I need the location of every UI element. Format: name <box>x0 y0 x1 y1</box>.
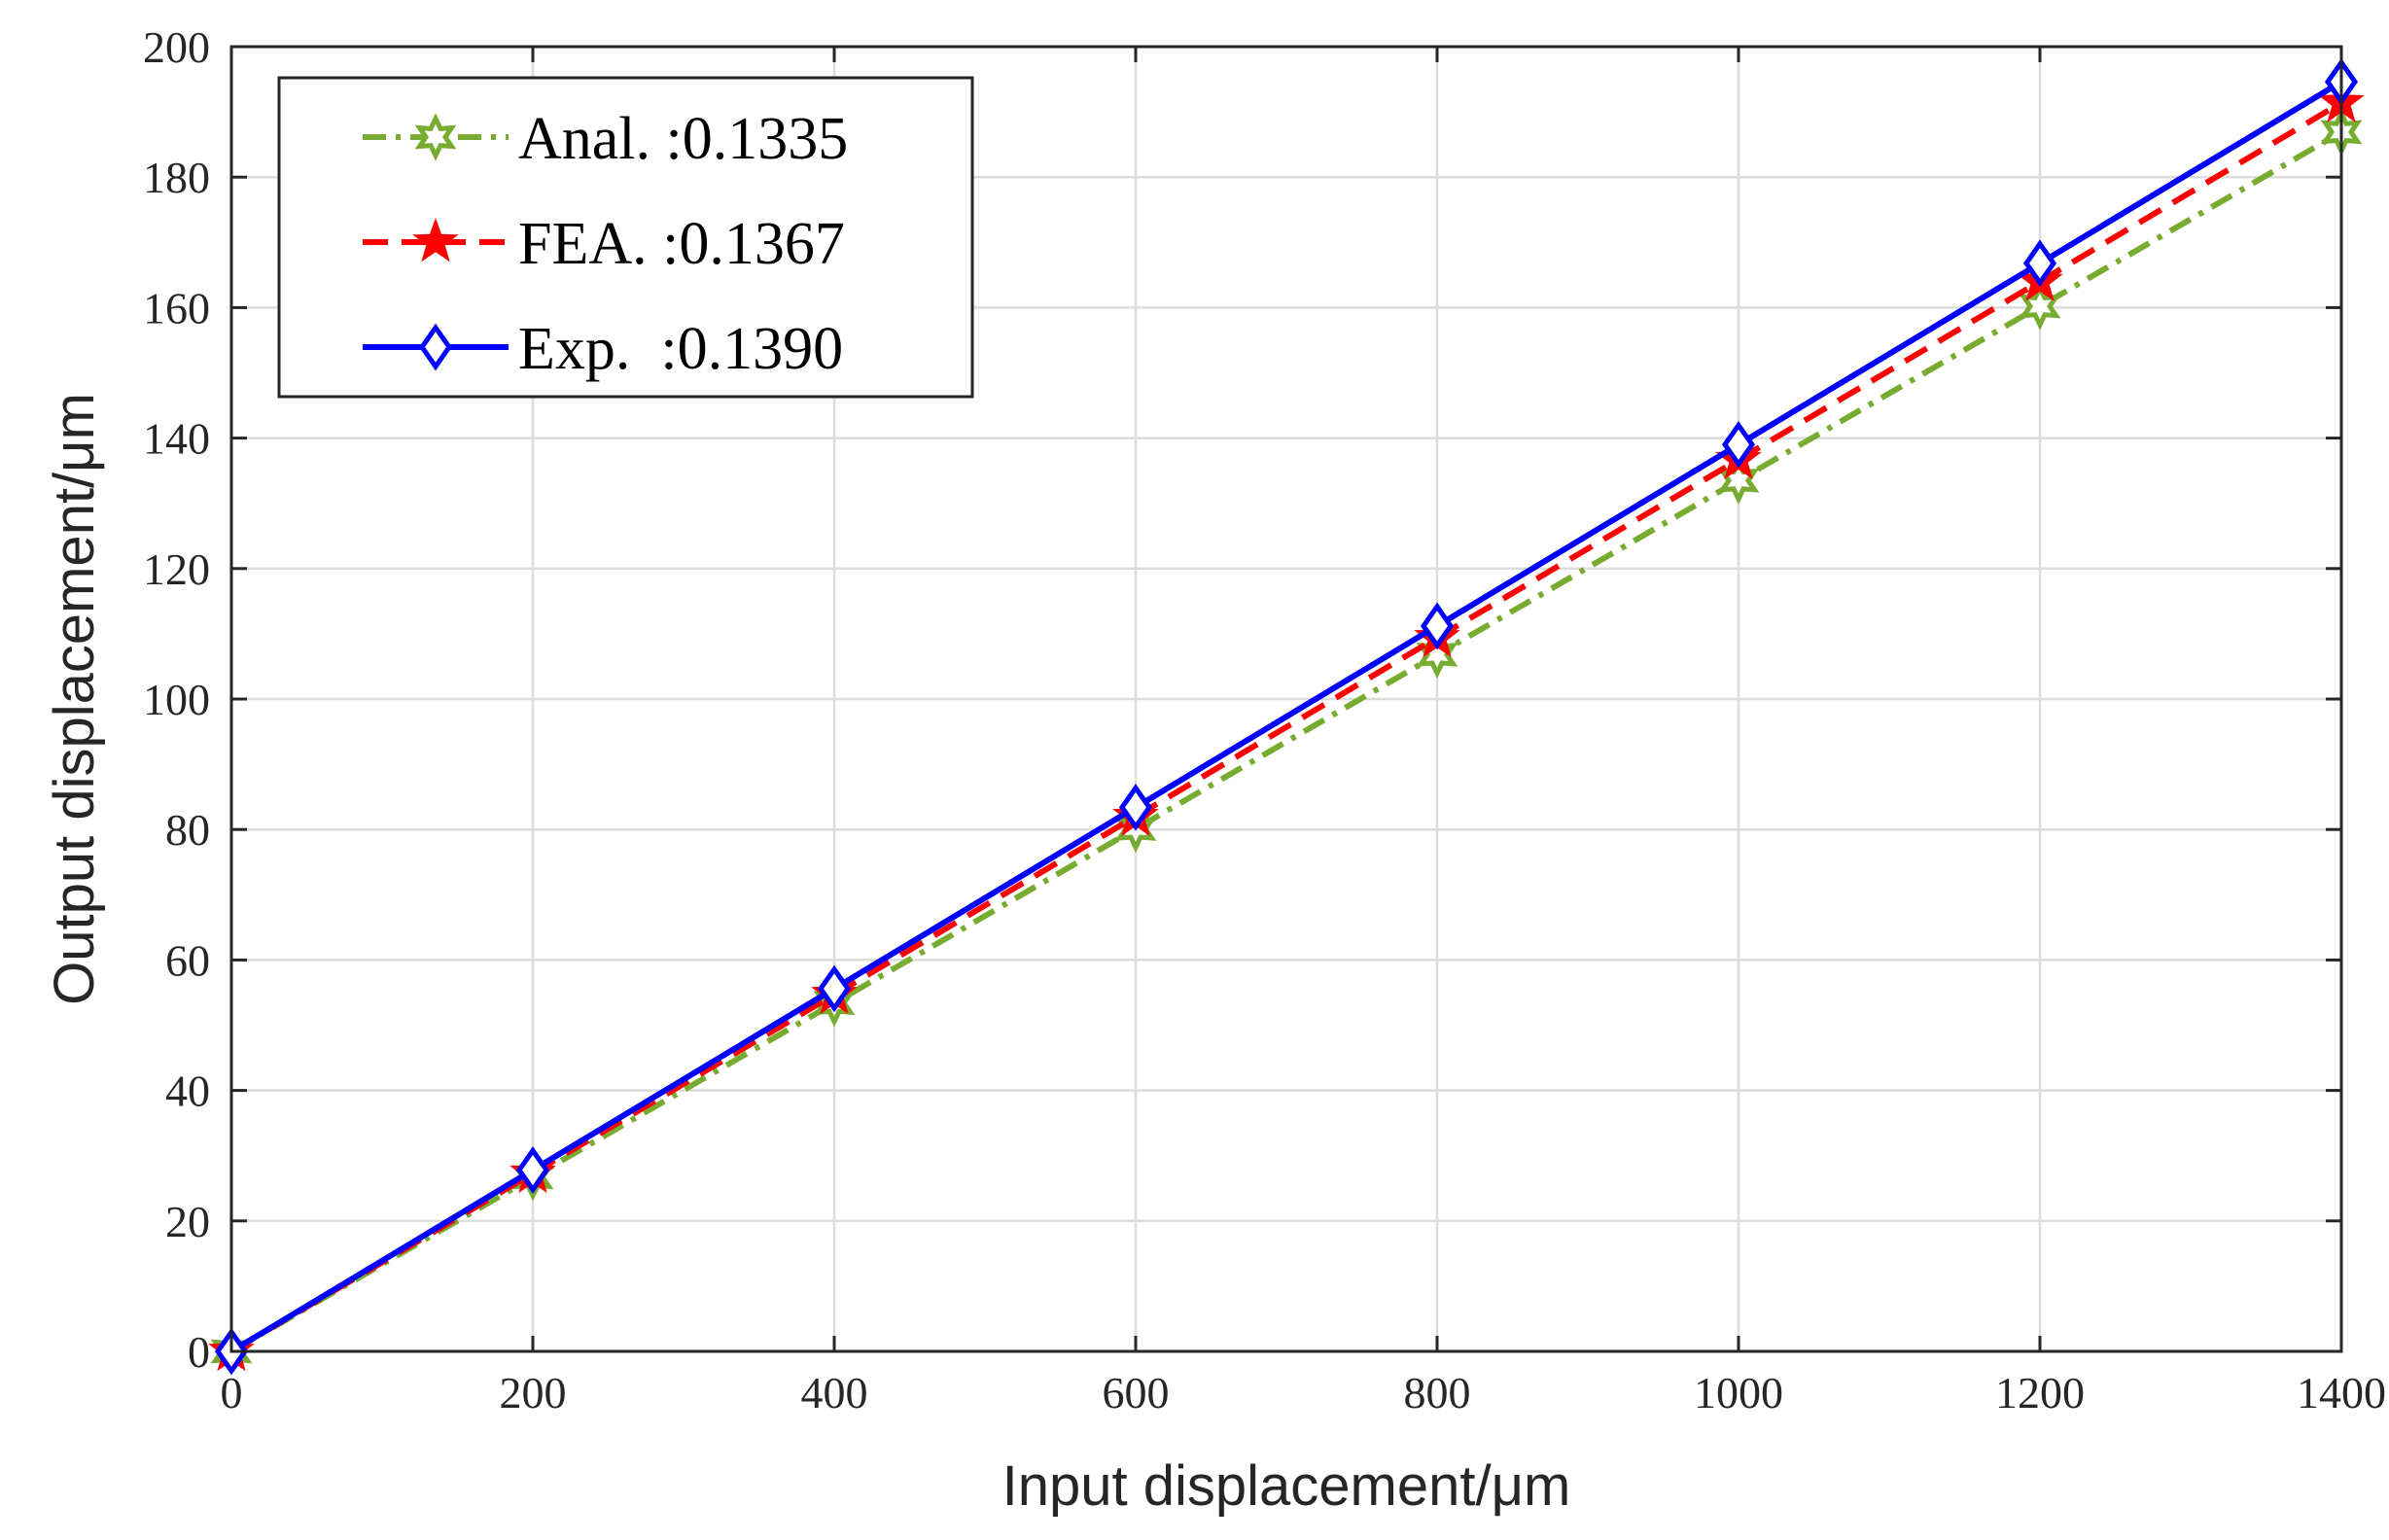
legend-label: FEA. :0.1367 <box>518 211 845 277</box>
data-point <box>515 1146 550 1194</box>
legend-box <box>277 76 974 399</box>
y-tick-label: 120 <box>143 544 210 594</box>
y-tick-label: 0 <box>188 1327 210 1377</box>
x-tick-label: 1200 <box>1995 1368 2085 1418</box>
x-tick-label: 0 <box>221 1368 243 1418</box>
legend: Anal. :0.1335 FEA. :0.1367 Exp. :0.1390 <box>277 76 974 399</box>
x-tick-label: 800 <box>1404 1368 1471 1418</box>
x-tick-label: 600 <box>1103 1368 1170 1418</box>
data-point <box>1420 602 1455 650</box>
y-tick-label: 20 <box>165 1197 210 1246</box>
x-tick-labels: 0 200 400 600 800 1000 1200 1400 <box>221 1368 2387 1418</box>
data-point <box>2022 239 2057 288</box>
y-tick-label: 100 <box>143 675 210 724</box>
legend-marker <box>418 323 453 371</box>
legend-marker <box>414 113 457 161</box>
y-tick-label: 160 <box>143 283 210 332</box>
data-point <box>1118 784 1153 831</box>
legend-label: Exp. :0.1390 <box>518 316 843 382</box>
series-layer <box>208 57 2365 1376</box>
y-tick-label: 40 <box>165 1067 210 1116</box>
x-tick-label: 400 <box>801 1368 868 1418</box>
legend-entry: FEA. :0.1367 <box>363 211 845 277</box>
legend-entry: Anal. :0.1335 <box>363 106 848 172</box>
x-tick-label: 1400 <box>2297 1368 2386 1418</box>
y-tick-labels: 0 20 40 60 80 100 120 140 160 180 200 <box>143 22 210 1377</box>
y-tick-label: 200 <box>143 22 210 72</box>
y-tick-label: 180 <box>143 153 210 202</box>
y-axis-label: Output displacement/μm <box>43 393 106 1005</box>
y-tick-label: 60 <box>165 935 210 985</box>
y-tick-label: 80 <box>165 805 210 855</box>
x-tick-label: 1000 <box>1694 1368 1783 1418</box>
data-point <box>817 964 852 1013</box>
data-point <box>2019 282 2061 331</box>
legend-entry: Exp. :0.1390 <box>363 316 843 382</box>
data-point <box>1721 420 1756 469</box>
y-tick-label: 140 <box>143 414 210 464</box>
legend-label: Anal. :0.1335 <box>518 106 848 172</box>
legend-marker <box>412 218 459 262</box>
axis-ticks <box>229 45 2343 1353</box>
x-tick-label: 200 <box>500 1368 567 1418</box>
x-axis-label: Input displacement/μm <box>1002 1454 1571 1518</box>
series-line <box>229 79 2343 1354</box>
series-line <box>229 100 2343 1354</box>
